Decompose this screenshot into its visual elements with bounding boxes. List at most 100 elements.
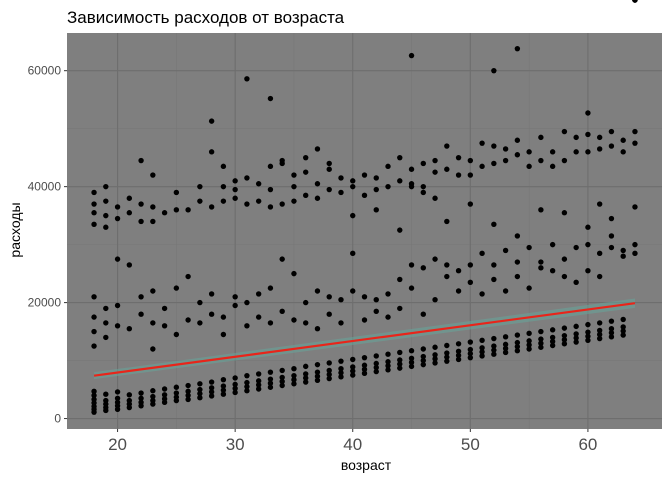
data-point xyxy=(138,218,144,225)
data-point xyxy=(385,163,391,170)
data-point xyxy=(373,364,379,371)
data-point xyxy=(585,321,591,328)
data-point xyxy=(173,207,180,213)
data-point xyxy=(279,256,285,262)
data-point xyxy=(385,359,391,365)
data-point xyxy=(138,399,144,406)
data-point xyxy=(573,323,579,330)
data-point xyxy=(279,201,285,207)
data-point xyxy=(350,212,356,219)
data-point xyxy=(138,395,144,401)
data-point xyxy=(326,160,332,167)
data-point xyxy=(420,357,426,364)
data-point xyxy=(514,348,521,354)
data-point xyxy=(538,336,544,342)
data-point xyxy=(350,356,356,363)
data-point xyxy=(103,183,109,190)
data-point xyxy=(620,332,626,338)
data-point xyxy=(91,314,97,320)
data-point xyxy=(491,351,497,357)
data-point xyxy=(444,262,450,268)
data-point xyxy=(444,143,450,149)
data-point xyxy=(373,175,379,181)
data-point xyxy=(608,143,615,149)
data-point xyxy=(432,256,438,262)
data-point xyxy=(244,175,250,181)
data-point xyxy=(467,346,474,353)
data-point xyxy=(91,201,97,207)
data-point xyxy=(173,390,180,396)
data-point xyxy=(479,291,485,297)
data-point xyxy=(185,396,191,403)
data-point xyxy=(455,341,462,347)
data-point xyxy=(585,224,591,230)
data-point xyxy=(608,325,615,332)
data-point xyxy=(397,227,403,233)
data-point xyxy=(455,352,462,359)
data-point xyxy=(173,189,180,196)
data-point xyxy=(502,247,509,254)
data-point xyxy=(150,218,156,225)
data-point xyxy=(526,342,532,348)
data-point xyxy=(585,131,591,138)
data-point xyxy=(150,397,156,404)
data-point xyxy=(549,163,556,170)
data-point xyxy=(397,365,403,371)
data-point xyxy=(444,218,450,225)
data-point xyxy=(314,377,321,383)
data-point xyxy=(267,186,274,193)
data-point xyxy=(585,241,591,248)
data-point xyxy=(185,317,191,323)
data-point xyxy=(291,183,297,190)
data-point xyxy=(338,370,344,376)
data-point xyxy=(479,353,485,359)
data-point xyxy=(514,332,521,338)
data-point xyxy=(408,52,415,59)
data-point xyxy=(632,250,638,257)
data-point xyxy=(444,354,450,360)
data-point xyxy=(432,356,438,362)
data-point xyxy=(255,378,262,384)
data-point xyxy=(538,207,544,213)
data-point xyxy=(91,294,97,300)
data-point xyxy=(538,328,544,335)
data-point xyxy=(514,137,521,143)
data-point xyxy=(538,265,544,271)
data-point xyxy=(244,323,250,329)
data-point xyxy=(303,299,309,306)
data-point xyxy=(491,276,497,283)
data-point xyxy=(573,134,579,141)
data-point xyxy=(420,160,426,167)
data-point xyxy=(491,347,497,353)
data-point xyxy=(220,163,227,170)
data-point xyxy=(350,178,356,184)
data-point xyxy=(632,140,638,146)
data-point xyxy=(291,317,297,323)
data-point xyxy=(397,361,403,367)
x-tick-label: 50 xyxy=(461,435,480,454)
data-point xyxy=(361,172,368,178)
data-point xyxy=(138,294,144,300)
data-point xyxy=(549,268,556,274)
data-point xyxy=(244,388,250,394)
data-point xyxy=(267,163,274,170)
data-point xyxy=(479,140,485,146)
data-point xyxy=(138,157,144,164)
data-point xyxy=(420,311,426,317)
data-point xyxy=(314,369,321,375)
data-point xyxy=(197,394,203,401)
data-point xyxy=(408,262,415,268)
data-point xyxy=(326,294,332,300)
data-point xyxy=(479,337,485,343)
data-point xyxy=(514,259,521,265)
data-point xyxy=(444,273,450,280)
data-point xyxy=(632,128,638,135)
data-point xyxy=(549,342,556,349)
data-point xyxy=(208,385,215,391)
data-point xyxy=(361,366,368,372)
data-point xyxy=(91,396,97,403)
data-point xyxy=(267,376,274,382)
data-point xyxy=(620,328,626,334)
data-point xyxy=(538,344,544,350)
